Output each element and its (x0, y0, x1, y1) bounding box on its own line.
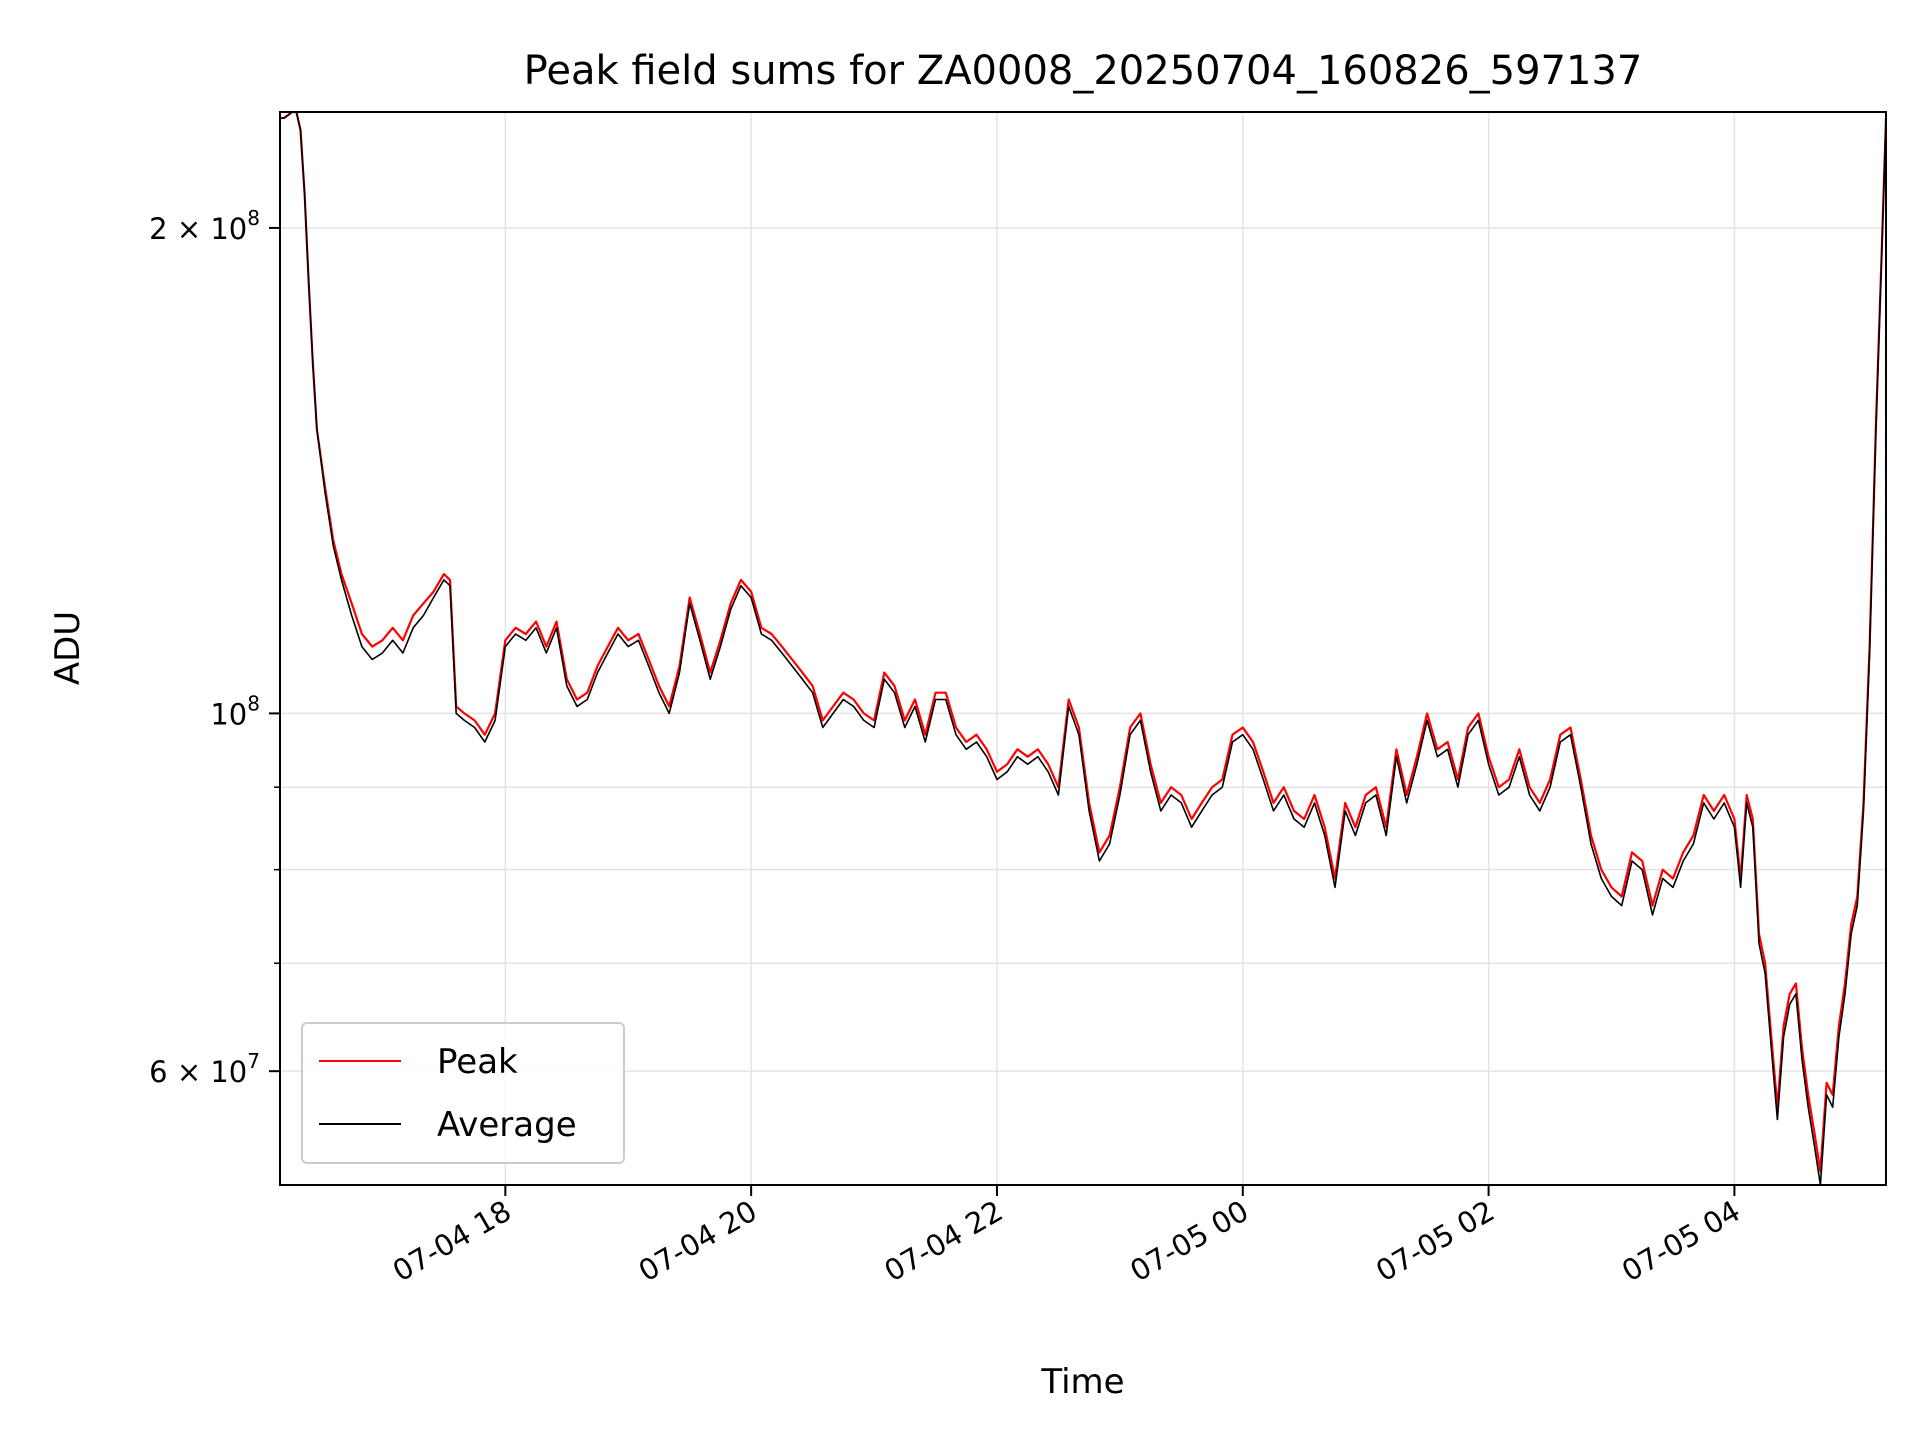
y-tick-label-base: 2 × 10 (149, 212, 247, 246)
y-tick-label-base: 10 (210, 697, 247, 731)
axes-frame (279, 111, 1887, 1186)
legend-label-peak: Peak (437, 1042, 518, 1082)
legend: Peak Average (301, 1022, 625, 1164)
legend-box (301, 1022, 625, 1164)
plot-area (280, 112, 1886, 1185)
y-tick-label-exponent: 8 (247, 691, 260, 715)
y-tick-label-base: 6 × 10 (149, 1055, 247, 1089)
grid (280, 112, 1886, 1185)
y-tick-label: 2 × 108 (149, 206, 260, 246)
y-tick-label-exponent: 7 (247, 1049, 260, 1073)
y-tick-label: 6 × 107 (149, 1049, 260, 1089)
y-axis-label: ADU (48, 611, 88, 685)
legend-label-average: Average (437, 1105, 577, 1145)
series-line-average (280, 112, 1886, 1185)
series-line-peak (280, 112, 1886, 1173)
x-axis-label: Time (1040, 1362, 1124, 1402)
y-tick-label: 108 (210, 691, 260, 731)
chart-title: Peak field sums for ZA0008_20250704_1608… (524, 48, 1643, 94)
y-tick-label-exponent: 8 (247, 206, 260, 230)
